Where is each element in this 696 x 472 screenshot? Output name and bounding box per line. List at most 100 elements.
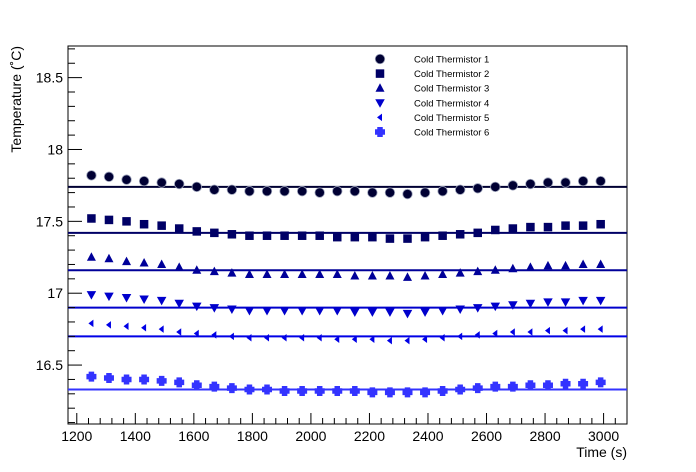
- data-point: [596, 219, 605, 229]
- data-point: [174, 377, 185, 388]
- data-point: [103, 373, 114, 384]
- data-point: [368, 232, 377, 242]
- data-point: [369, 335, 375, 343]
- data-point: [455, 305, 465, 315]
- y-axis-title: Temperature (˚C): [8, 46, 24, 153]
- data-point: [455, 384, 466, 395]
- data-point: [191, 181, 202, 193]
- data-point: [192, 227, 202, 236]
- data-point: [492, 329, 498, 338]
- data-point: [244, 306, 255, 316]
- data-point: [121, 294, 132, 303]
- data-point: [490, 181, 501, 193]
- data-point: [156, 375, 167, 386]
- data-point: [316, 334, 322, 342]
- data-point: [157, 221, 166, 230]
- data-point: [334, 335, 340, 343]
- data-point: [385, 308, 395, 317]
- data-point: [542, 380, 553, 391]
- plot-frame: [67, 45, 628, 425]
- data-point: [578, 221, 588, 230]
- data-point: [141, 323, 147, 332]
- data-point: [262, 269, 272, 279]
- data-point: [350, 308, 360, 317]
- data-point: [122, 256, 132, 266]
- data-point: [86, 252, 96, 261]
- data-point: [527, 328, 533, 336]
- data-point: [578, 296, 588, 306]
- y-tick-label: 18: [47, 141, 63, 157]
- legend-item: Cold Thermistor 2: [375, 69, 489, 80]
- data-point: [261, 186, 273, 197]
- data-point: [139, 219, 149, 229]
- data-point: [209, 266, 219, 276]
- data-point: [349, 186, 360, 197]
- data-point: [158, 325, 164, 333]
- x-tick-label: 2000: [295, 428, 326, 444]
- data-point: [509, 328, 515, 336]
- data-point: [139, 374, 150, 385]
- data-point: [525, 299, 536, 309]
- data-point: [472, 383, 483, 394]
- data-point: [138, 175, 150, 187]
- legend-item: Cold Thermistor 5: [377, 113, 489, 124]
- data-point: [595, 377, 606, 388]
- data-point: [314, 385, 325, 396]
- data-point: [385, 234, 395, 243]
- data-point: [262, 306, 272, 316]
- data-point: [526, 222, 535, 232]
- data-point: [105, 321, 111, 329]
- data-point: [350, 270, 360, 280]
- legend-label: Cold Thermistor 6: [414, 128, 489, 139]
- x-tick-label: 1600: [178, 428, 209, 444]
- data-point: [244, 186, 255, 197]
- data-point: [209, 381, 220, 392]
- data-point: [211, 331, 217, 339]
- data-point: [122, 217, 131, 226]
- data-point: [104, 215, 114, 225]
- data-point: [472, 183, 483, 194]
- data-point: [350, 232, 360, 242]
- y-tick-label: 17.5: [36, 213, 63, 229]
- data-point: [280, 231, 289, 240]
- x-tick-label: 2400: [412, 428, 443, 444]
- data-point: [367, 187, 378, 198]
- data-point: [226, 383, 237, 394]
- legend-item: Cold Thermistor 6: [375, 127, 489, 139]
- data-point: [297, 231, 307, 240]
- data-point: [384, 387, 395, 398]
- data-point: [490, 265, 500, 274]
- data-point: [174, 224, 184, 233]
- data-point: [490, 302, 501, 312]
- data-point: [595, 296, 606, 306]
- y-tick-label: 17: [47, 285, 63, 301]
- data-point: [420, 232, 430, 242]
- data-point: [438, 231, 447, 240]
- legend: Cold Thermistor 1 Cold Thermistor 2 Cold T…: [374, 53, 489, 139]
- data-point: [193, 329, 199, 338]
- legend-label: Cold Thermistor 4: [414, 98, 489, 109]
- data-point: [419, 187, 431, 198]
- data-point: [227, 305, 237, 315]
- data-point: [299, 334, 305, 342]
- data-point: [439, 334, 445, 342]
- data-point: [367, 387, 378, 398]
- data-point: [543, 222, 553, 232]
- data-point: [507, 381, 518, 392]
- data-point: [279, 385, 290, 396]
- data-point: [420, 308, 430, 317]
- data-point: [333, 232, 342, 242]
- legend-marker: [375, 83, 385, 92]
- data-point: [264, 334, 270, 342]
- data-point: [174, 178, 185, 190]
- data-point: [562, 326, 568, 335]
- data-point: [420, 387, 431, 398]
- data-point: [404, 336, 410, 345]
- data-point: [402, 387, 413, 398]
- data-point: [192, 302, 202, 312]
- data-point: [490, 381, 501, 392]
- legend-label: Cold Thermistor 5: [414, 113, 489, 124]
- data-point: [367, 270, 377, 280]
- data-point: [279, 306, 290, 316]
